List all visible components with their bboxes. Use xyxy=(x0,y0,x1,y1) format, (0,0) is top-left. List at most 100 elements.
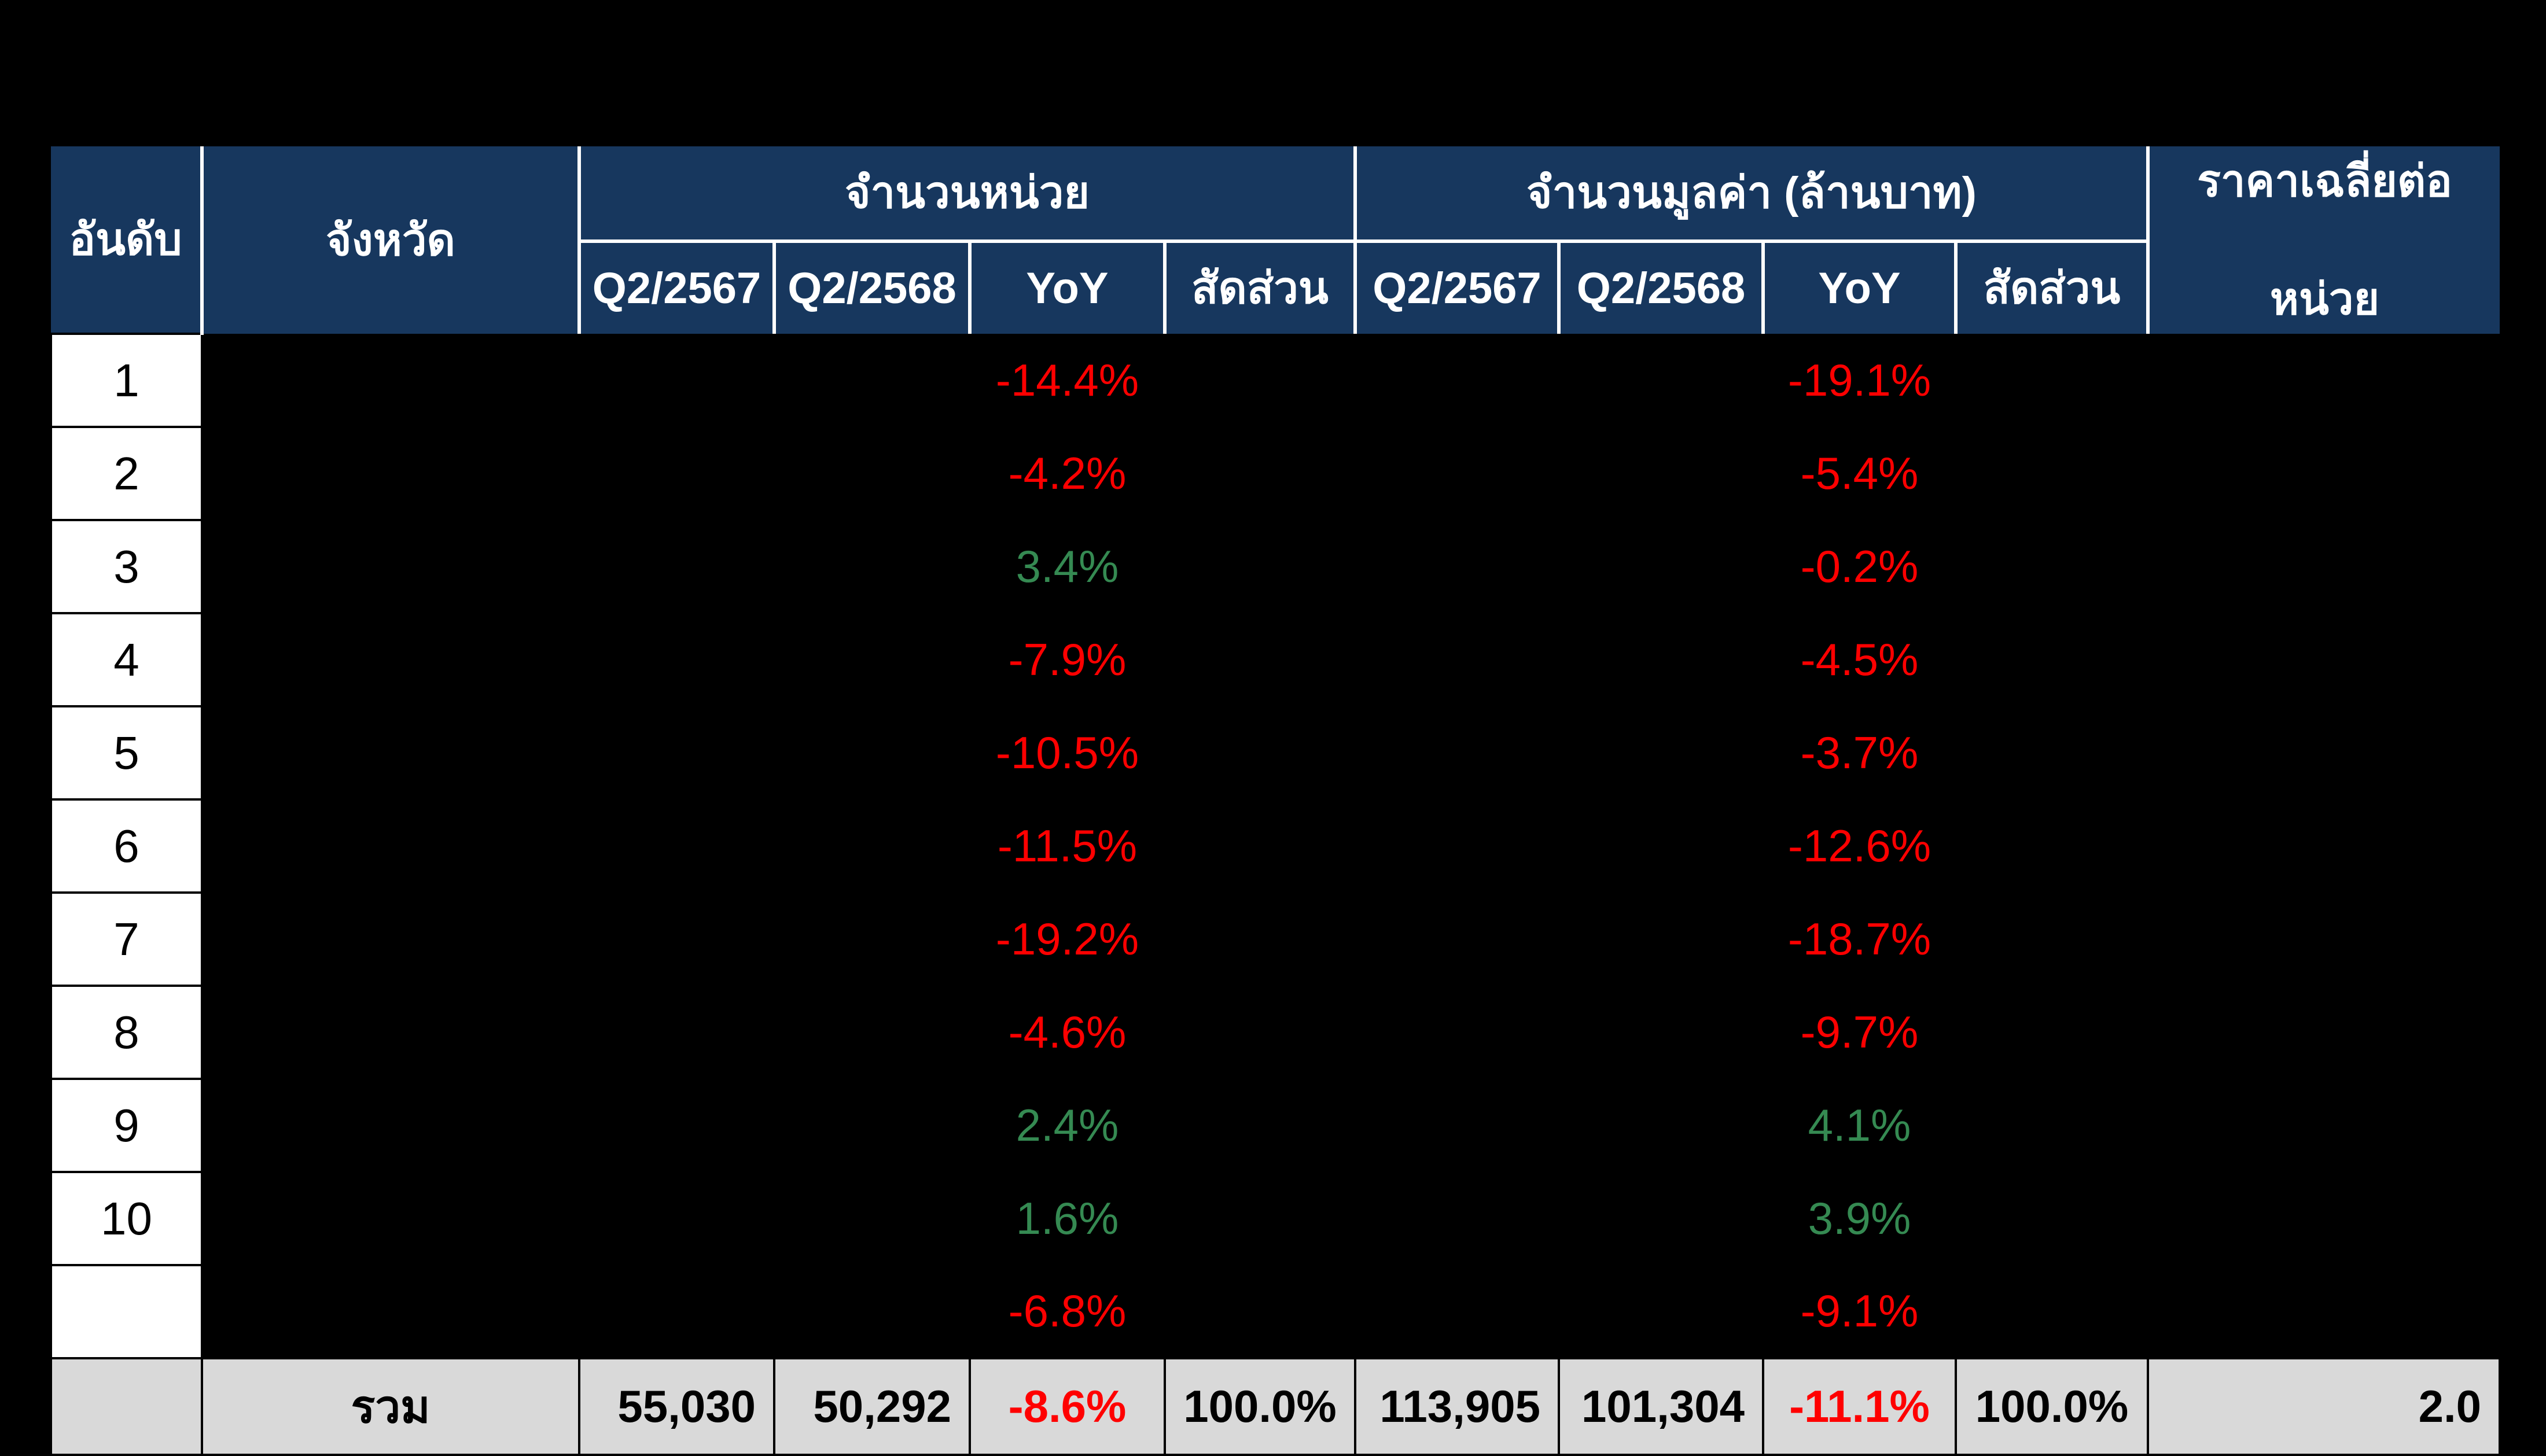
value-share-cell-redacted xyxy=(1956,986,2148,1079)
col-header-units-yoy: YoY xyxy=(970,241,1167,334)
col-header-units-q2-2567: Q2/2567 xyxy=(579,241,776,334)
province-cell-redacted xyxy=(202,799,579,893)
table-row: 3 3.4% -0.2% xyxy=(50,519,2500,614)
total-units-q2-2567: 55,030 xyxy=(578,1357,775,1456)
value-q2-2567-cell-redacted xyxy=(1355,706,1559,799)
value-q2-2568-cell-redacted xyxy=(1559,520,1763,613)
units-share-cell-redacted xyxy=(1165,1172,1355,1265)
total-row: รวม 55,030 50,292 -8.6% 100.0% 113,905 1… xyxy=(50,1357,2501,1456)
units-yoy-cell: -10.5% xyxy=(970,706,1165,799)
units-yoy-cell: -4.6% xyxy=(970,986,1165,1079)
units-yoy-cell: 3.4% xyxy=(970,520,1165,613)
units-q2-2567-cell-redacted xyxy=(579,427,774,520)
value-q2-2567-cell-redacted xyxy=(1355,427,1559,520)
avg-price-cell-redacted xyxy=(2148,613,2500,706)
units-share-cell-redacted xyxy=(1165,334,1355,427)
value-yoy-cell: 3.9% xyxy=(1763,1172,1956,1265)
units-q2-2567-cell-redacted xyxy=(579,520,774,613)
units-yoy-cell: 1.6% xyxy=(970,1172,1165,1265)
total-avg-price-per-unit: 2.0 xyxy=(2147,1357,2501,1456)
rank-cell: 8 xyxy=(50,985,203,1080)
value-share-cell-redacted xyxy=(1956,334,2148,427)
units-q2-2568-cell-redacted xyxy=(774,1265,970,1358)
province-cell-redacted xyxy=(202,706,579,799)
table-row: 8 -4.6% -9.7% xyxy=(50,985,2500,1080)
value-q2-2567-cell-redacted xyxy=(1355,1265,1559,1358)
units-share-cell-redacted xyxy=(1165,986,1355,1079)
rank-cell: 1 xyxy=(50,333,203,428)
units-q2-2568-cell-redacted xyxy=(774,706,970,799)
value-yoy-cell: -3.7% xyxy=(1763,706,1956,799)
value-share-cell-redacted xyxy=(1956,427,2148,520)
total-units-share: 100.0% xyxy=(1164,1357,1356,1456)
avg-price-cell-redacted xyxy=(2148,893,2500,986)
avg-price-header-line1: ราคาเฉลี่ยต่อ xyxy=(2197,157,2452,206)
value-q2-2568-cell-redacted xyxy=(1559,427,1763,520)
value-q2-2567-cell-redacted xyxy=(1355,799,1559,893)
units-yoy-cell: -6.8% xyxy=(970,1265,1165,1358)
avg-price-cell-redacted xyxy=(2148,427,2500,520)
units-q2-2568-cell-redacted xyxy=(774,334,970,427)
rank-cell: 5 xyxy=(50,705,203,801)
province-sales-table-wrap: อันดับ จังหวัด จำนวนหน่วย จำนวนมูลค่า (ล… xyxy=(50,146,2501,1456)
value-q2-2568-cell-redacted xyxy=(1559,334,1763,427)
units-q2-2567-cell-redacted xyxy=(579,799,774,893)
total-value-share: 100.0% xyxy=(1955,1357,2149,1456)
value-q2-2567-cell-redacted xyxy=(1355,1079,1559,1172)
value-q2-2568-cell-redacted xyxy=(1559,986,1763,1079)
units-q2-2567-cell-redacted xyxy=(579,1172,774,1265)
units-yoy-cell: -7.9% xyxy=(970,613,1165,706)
value-yoy-cell: -12.6% xyxy=(1763,799,1956,893)
avg-price-cell-redacted xyxy=(2148,986,2500,1079)
units-yoy-cell: 2.4% xyxy=(970,1079,1165,1172)
avg-price-header-line2: หน่วย xyxy=(2269,275,2380,324)
units-q2-2568-cell-redacted xyxy=(774,1172,970,1265)
value-q2-2567-cell-redacted xyxy=(1355,986,1559,1079)
province-cell-redacted xyxy=(202,893,579,986)
value-q2-2568-cell-redacted xyxy=(1559,893,1763,986)
table-row: 6 -11.5% -12.6% xyxy=(50,798,2500,894)
value-yoy-cell: -18.7% xyxy=(1763,893,1956,986)
avg-price-cell-redacted xyxy=(2148,520,2500,613)
value-yoy-cell: -0.2% xyxy=(1763,520,1956,613)
value-q2-2567-cell-redacted xyxy=(1355,334,1559,427)
table-row: 1 -14.4% -19.1% xyxy=(50,333,2500,428)
province-cell-redacted xyxy=(202,334,579,427)
province-cell-redacted xyxy=(202,1172,579,1265)
value-q2-2568-cell-redacted xyxy=(1559,799,1763,893)
units-q2-2568-cell-redacted xyxy=(774,613,970,706)
value-q2-2568-cell-redacted xyxy=(1559,1172,1763,1265)
table-row: 7 -19.2% -18.7% xyxy=(50,891,2500,987)
units-q2-2568-cell-redacted xyxy=(774,986,970,1079)
avg-price-cell-redacted xyxy=(2148,1265,2500,1358)
units-q2-2568-cell-redacted xyxy=(774,520,970,613)
value-yoy-cell: -19.1% xyxy=(1763,334,1956,427)
avg-price-cell-redacted xyxy=(2148,334,2500,427)
province-sales-table: อันดับ จังหวัด จำนวนหน่วย จำนวนมูลค่า (ล… xyxy=(50,146,2501,1456)
units-share-cell-redacted xyxy=(1165,520,1355,613)
units-q2-2567-cell-redacted xyxy=(579,1265,774,1358)
value-share-cell-redacted xyxy=(1956,1079,2148,1172)
rank-cell: 7 xyxy=(50,891,203,987)
value-q2-2567-cell-redacted xyxy=(1355,520,1559,613)
units-q2-2568-cell-redacted xyxy=(774,427,970,520)
value-yoy-cell: 4.1% xyxy=(1763,1079,1956,1172)
col-header-value-q2-2568: Q2/2568 xyxy=(1559,241,1765,334)
units-share-cell-redacted xyxy=(1165,1265,1355,1358)
province-cell-redacted xyxy=(202,427,579,520)
units-q2-2567-cell-redacted xyxy=(579,613,774,706)
units-share-cell-redacted xyxy=(1165,427,1355,520)
units-share-cell-redacted xyxy=(1165,613,1355,706)
table-body: 1 -14.4% -19.1% 2 -4.2% -5. xyxy=(50,333,2500,1359)
value-q2-2567-cell-redacted xyxy=(1355,613,1559,706)
header-row-groups: อันดับ จังหวัด จำนวนหน่วย จำนวนมูลค่า (ล… xyxy=(51,146,2500,334)
table-row: 2 -4.2% -5.4% xyxy=(50,426,2500,521)
value-q2-2568-cell-redacted xyxy=(1559,613,1763,706)
value-yoy-cell: -9.1% xyxy=(1763,1265,1956,1358)
value-q2-2568-cell-redacted xyxy=(1559,1265,1763,1358)
value-share-cell-redacted xyxy=(1956,520,2148,613)
units-share-cell-redacted xyxy=(1165,1079,1355,1172)
table-row: 10 1.6% 3.9% xyxy=(50,1171,2500,1266)
rank-cell xyxy=(50,1264,203,1359)
total-value-yoy: -11.1% xyxy=(1762,1357,1957,1456)
